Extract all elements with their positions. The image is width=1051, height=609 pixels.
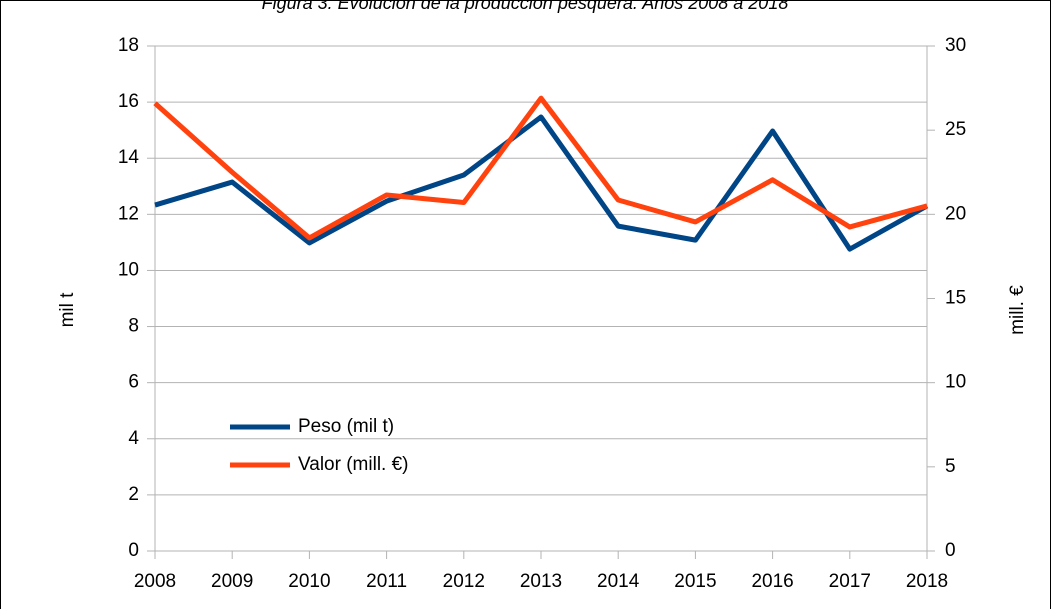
x-tick-label: 2015 <box>674 571 716 592</box>
x-tick-label: 2009 <box>211 571 253 592</box>
x-tick-label: 2018 <box>906 571 948 592</box>
y-tick-label: 2 <box>128 484 139 505</box>
y2-tick-label: 20 <box>945 203 966 224</box>
y-tick-label: 12 <box>118 203 139 224</box>
y-tick-label: 8 <box>128 316 139 337</box>
y-axis-label: mil t <box>57 292 78 328</box>
series-line <box>153 95 928 241</box>
x-tick-label: 2016 <box>751 571 793 592</box>
x-tick-label: 2008 <box>134 571 176 592</box>
y2-tick-label: 25 <box>945 119 966 140</box>
x-tick-label: 2017 <box>829 571 871 592</box>
x-tick-label: 2014 <box>597 571 640 592</box>
y-tick-label: 10 <box>118 259 139 280</box>
x-tick-label: 2010 <box>288 571 330 592</box>
legend-label: Valor (mill. €) <box>298 454 409 475</box>
y2-tick-label: 0 <box>945 540 956 561</box>
y-tick-label: 16 <box>118 91 139 112</box>
y2-tick-label: 15 <box>945 288 966 309</box>
y-tick-label: 0 <box>128 540 139 561</box>
chart-title: Figura 3. Evolución de la producción pes… <box>262 0 789 13</box>
x-tick-label: 2012 <box>443 571 485 592</box>
y-tick-label: 18 <box>118 35 139 56</box>
legend-label: Peso (mil t) <box>298 416 394 437</box>
y-tick-label: 4 <box>128 428 139 449</box>
x-tick-label: 2011 <box>366 571 407 592</box>
y2-axis-label: mill. € <box>1007 285 1028 335</box>
y2-tick-label: 30 <box>945 35 966 56</box>
y-tick-label: 6 <box>128 372 139 393</box>
y2-tick-label: 10 <box>945 372 966 393</box>
x-tick-label: 2013 <box>520 571 562 592</box>
y-tick-label: 14 <box>118 147 140 168</box>
series-line <box>154 114 929 252</box>
y2-tick-label: 5 <box>945 456 956 477</box>
